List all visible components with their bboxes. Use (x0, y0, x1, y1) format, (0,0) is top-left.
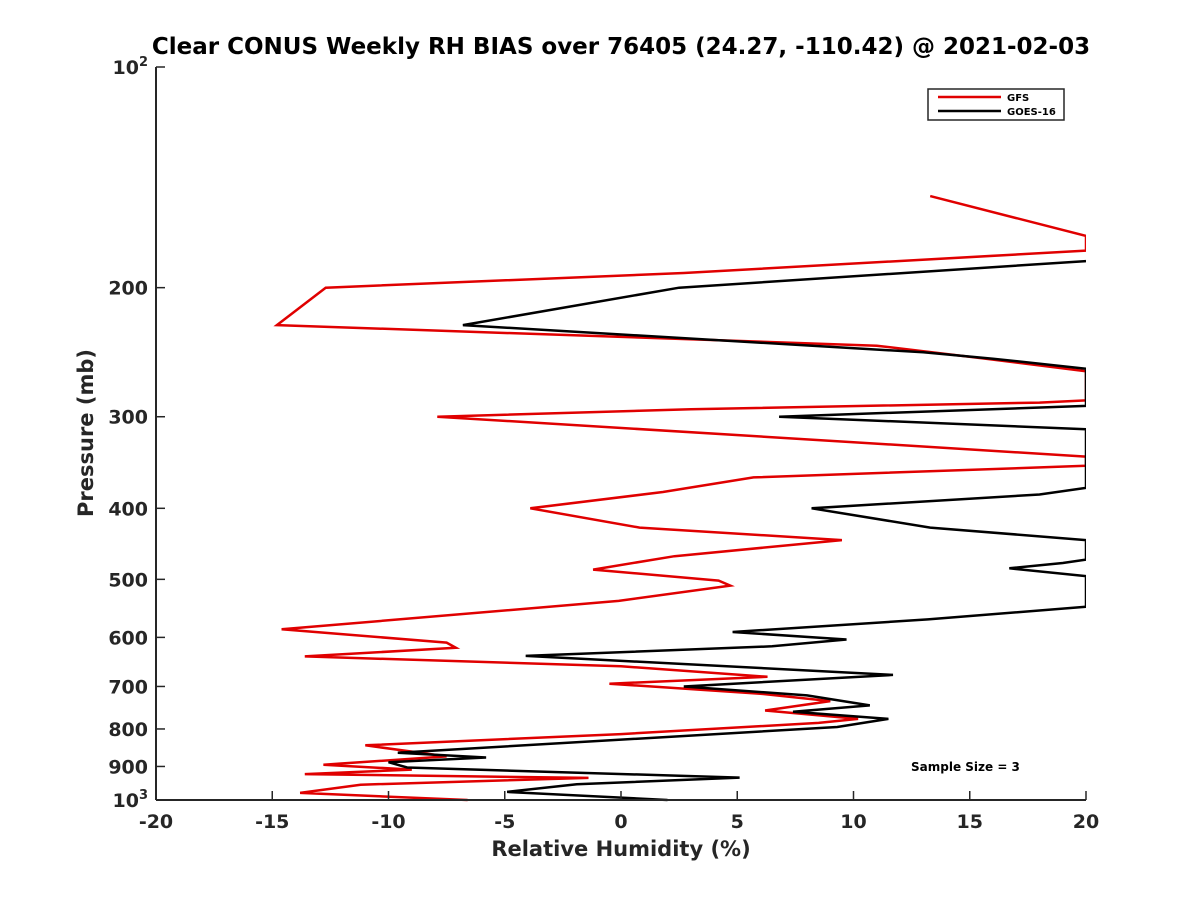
x-axis-label: Relative Humidity (%) (491, 837, 750, 861)
y-tick-label: 200 (108, 278, 148, 300)
x-tick-label: 10 (840, 811, 866, 833)
y-tick-label: 900 (108, 756, 148, 778)
chart-title: Clear CONUS Weekly RH BIAS over 76405 (2… (152, 34, 1090, 60)
y-tick-label: 400 (108, 498, 148, 520)
sample-size-annotation: Sample Size = 3 (911, 760, 1020, 774)
legend-label-gfs: GFS (1007, 93, 1029, 104)
x-tick-label: 15 (957, 811, 983, 833)
x-ticks: -20 -15 -10 -5 0 5 10 15 20 (139, 791, 1099, 833)
series-layer (273, 194, 1086, 802)
series-line-gfs (273, 194, 1086, 802)
x-tick-label: 5 (731, 811, 744, 833)
x-tick-label: 20 (1073, 811, 1099, 833)
y-tick-label: 300 (108, 407, 148, 429)
x-tick-label: -15 (255, 811, 289, 833)
y-tick-label: 800 (108, 719, 148, 741)
x-tick-label: 0 (614, 811, 627, 833)
x-tick-label: -20 (139, 811, 173, 833)
y-tick-label: 700 (108, 676, 148, 698)
x-tick-label: -5 (494, 811, 515, 833)
legend-label-goes-16: GOES-16 (1007, 107, 1056, 118)
axes-frame (155, 67, 1086, 801)
y-axis-label: Pressure (mb) (74, 349, 98, 517)
y-tick-label: 102 (113, 55, 149, 79)
x-tick-label: -10 (371, 811, 405, 833)
legend-box (927, 88, 1065, 121)
legend: GFS GOES-16 (927, 88, 1065, 121)
y-tick-label: 600 (108, 627, 148, 649)
y-ticks: 102 200 300 400 500 600 700 800 900 103 (108, 55, 165, 812)
y-tick-label: 103 (113, 788, 149, 812)
series-line-goes-16 (388, 259, 1086, 802)
y-tick-label: 500 (108, 569, 148, 591)
